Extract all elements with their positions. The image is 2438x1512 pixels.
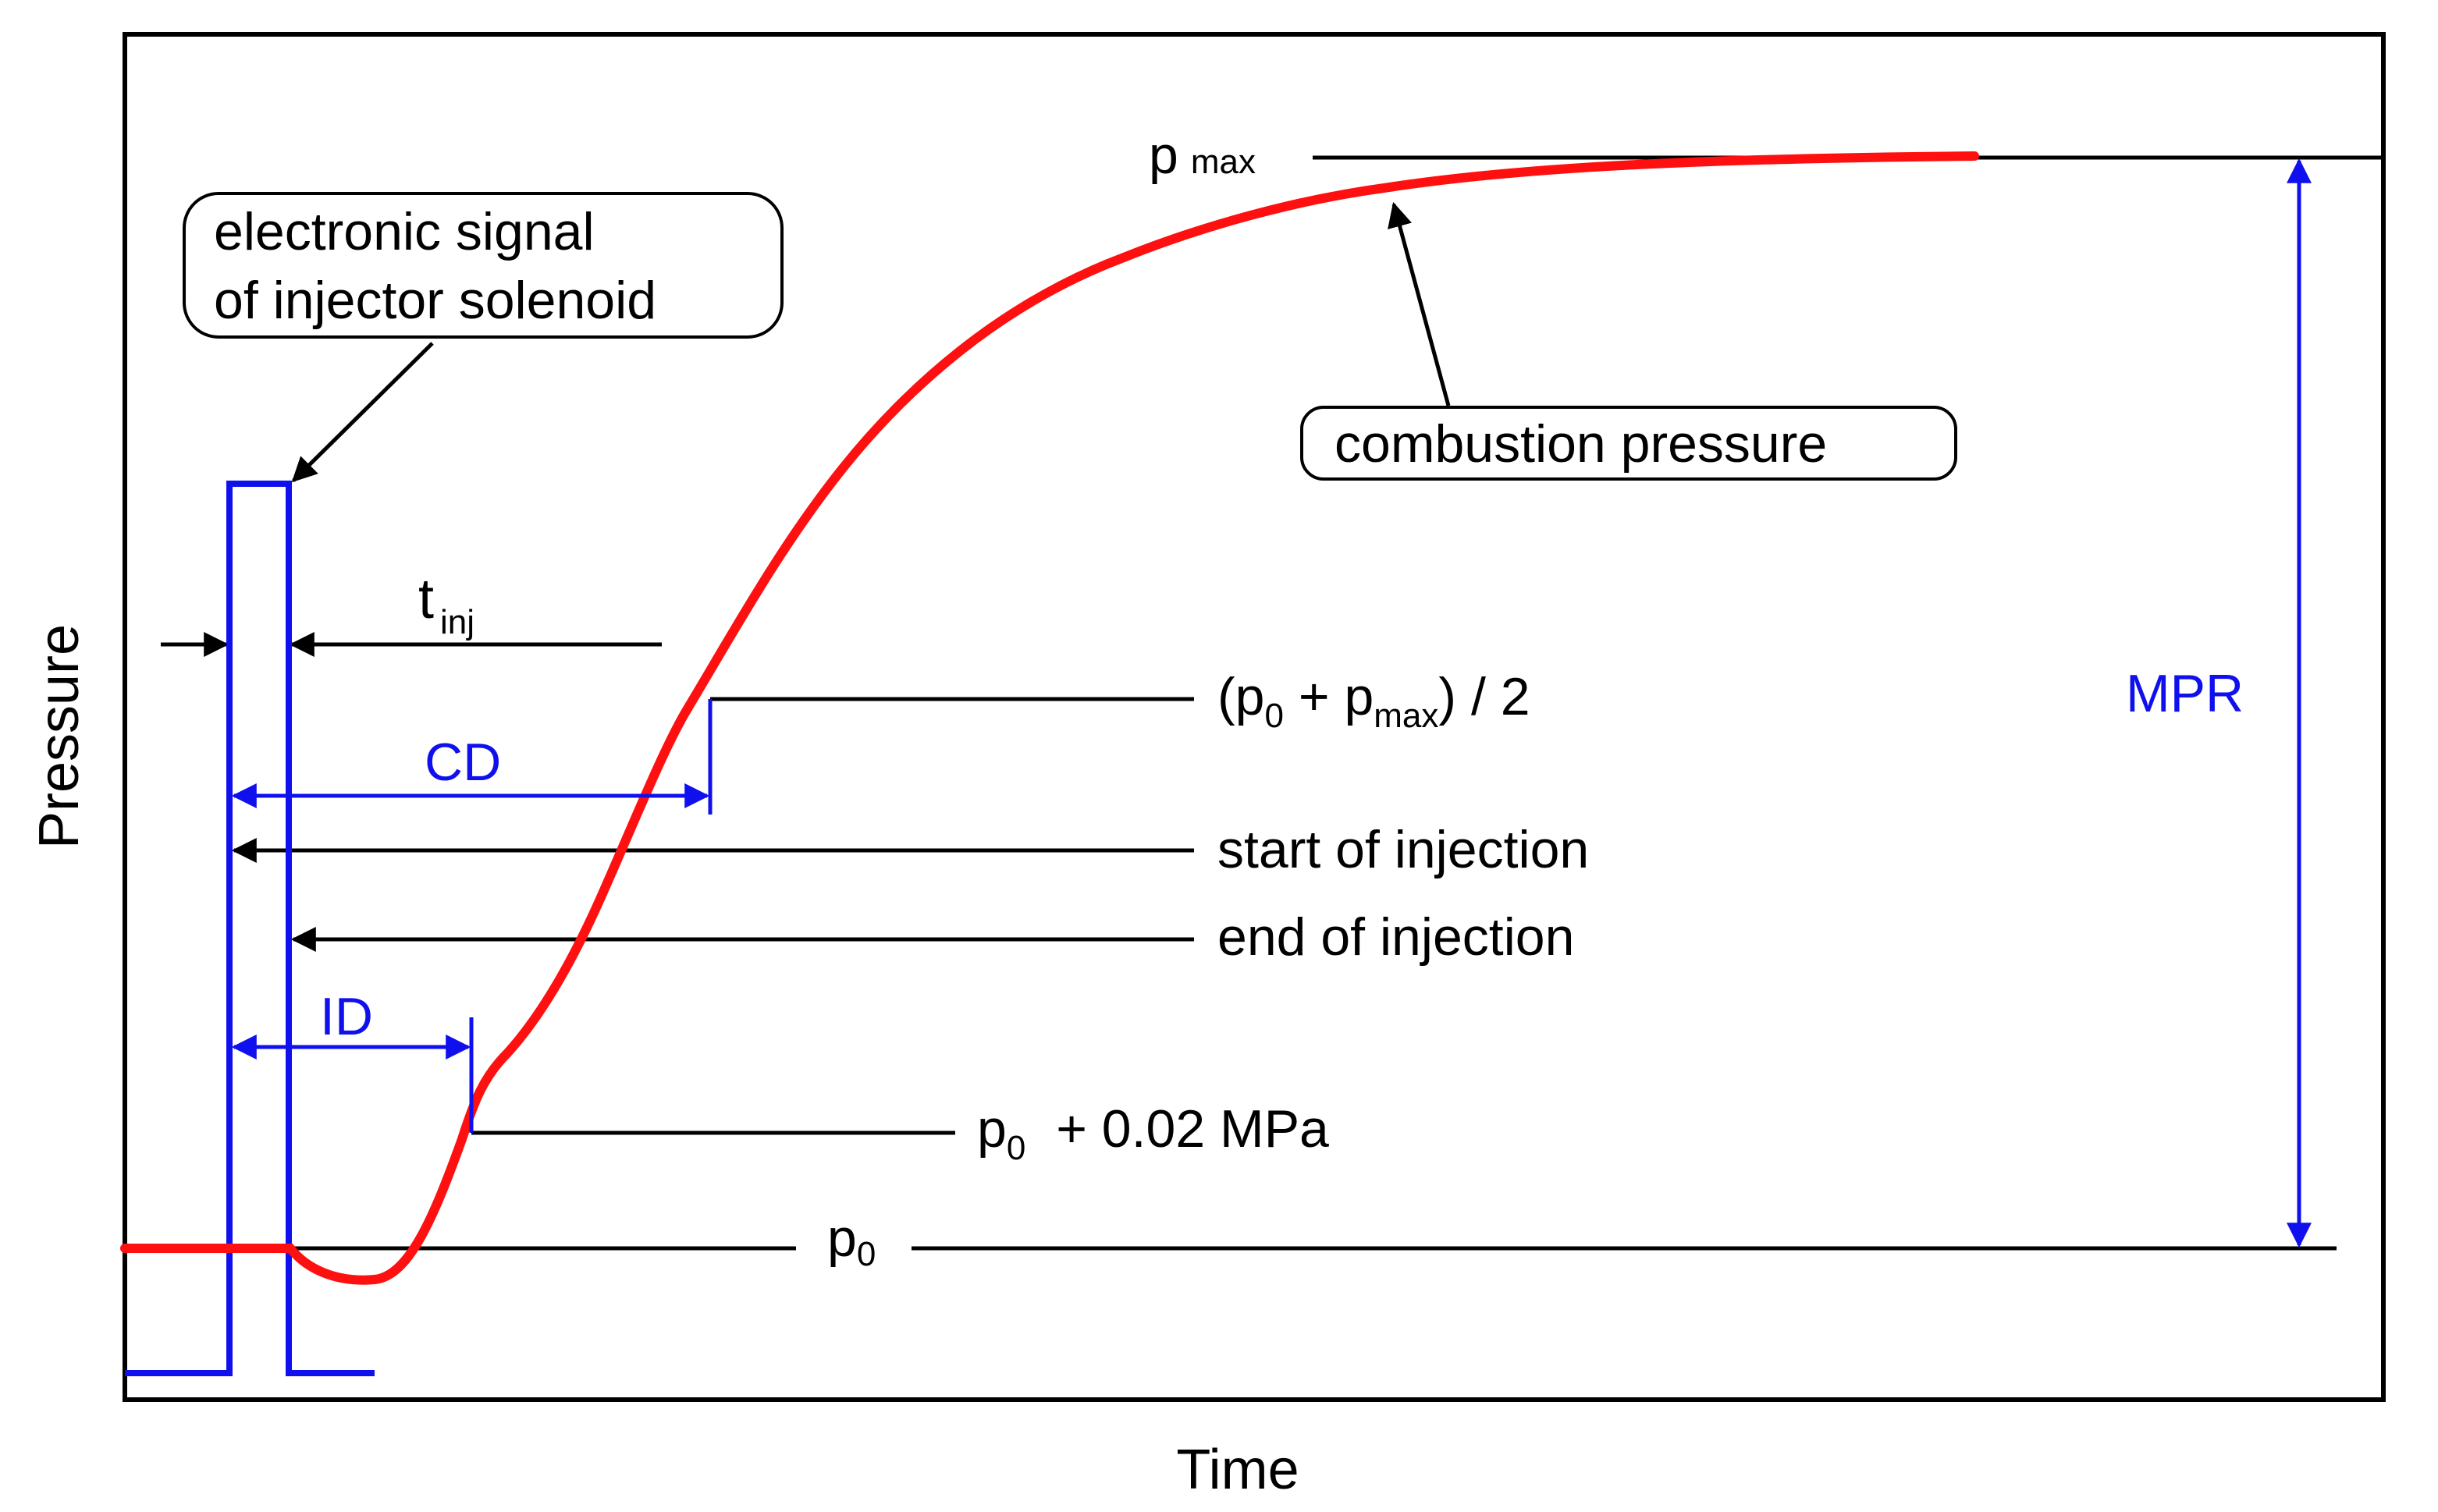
half-pressure-close: ) / 2: [1438, 667, 1530, 726]
combustion-callout-pointer: [1388, 201, 1451, 406]
half-pressure-label: (p0 + pmax) / 2: [1217, 667, 1530, 735]
id-label: ID: [320, 987, 373, 1046]
pmax-label-sub: max: [1191, 143, 1256, 181]
solenoid-callout-box: [183, 192, 784, 339]
p002-label-main: p: [977, 1099, 1007, 1159]
p0-label: p0: [827, 1209, 876, 1273]
solenoid-signal-trace: [125, 481, 375, 1376]
y-axis-label: Pressure: [28, 624, 91, 849]
solenoid-callout-line2: of injector solenoid: [214, 271, 656, 330]
combustion-callout-box: [1300, 406, 1957, 481]
half-pressure-sub0: 0: [1264, 697, 1283, 735]
solenoid-callout-pointer: [291, 342, 434, 483]
start-injection-label: start of injection: [1217, 820, 1589, 879]
tinj-label: t inj: [418, 568, 474, 641]
half-pressure-plus: + p: [1284, 667, 1374, 726]
p0-label-main: p: [827, 1209, 857, 1268]
p0-label-sub: 0: [857, 1235, 876, 1273]
p002-label-rest: + 0.02 MPa: [1041, 1099, 1329, 1159]
end-injection-label: end of injection: [1217, 907, 1574, 967]
pmax-label-main: p: [1149, 126, 1178, 185]
tinj-label-sub: inj: [440, 603, 474, 641]
tinj-label-main: t: [418, 568, 434, 630]
pmax-label: p max: [1149, 126, 1256, 185]
mpr-label: MPR: [2126, 664, 2244, 723]
solenoid-callout-line1: electronic signal: [214, 202, 595, 261]
half-pressure-open: (p: [1217, 667, 1264, 726]
plot-frame: [123, 32, 2386, 1402]
combustion-callout-label: combustion pressure: [1335, 414, 1827, 474]
p002-label: p0 + 0.02 MPa: [977, 1099, 1329, 1167]
x-axis-label: Time: [1176, 1439, 1299, 1501]
combustion-pressure-curve: [120, 151, 1979, 1285]
cd-label: CD: [425, 733, 501, 792]
half-pressure-submax: max: [1374, 697, 1438, 735]
p002-label-sub: 0: [1007, 1129, 1025, 1167]
